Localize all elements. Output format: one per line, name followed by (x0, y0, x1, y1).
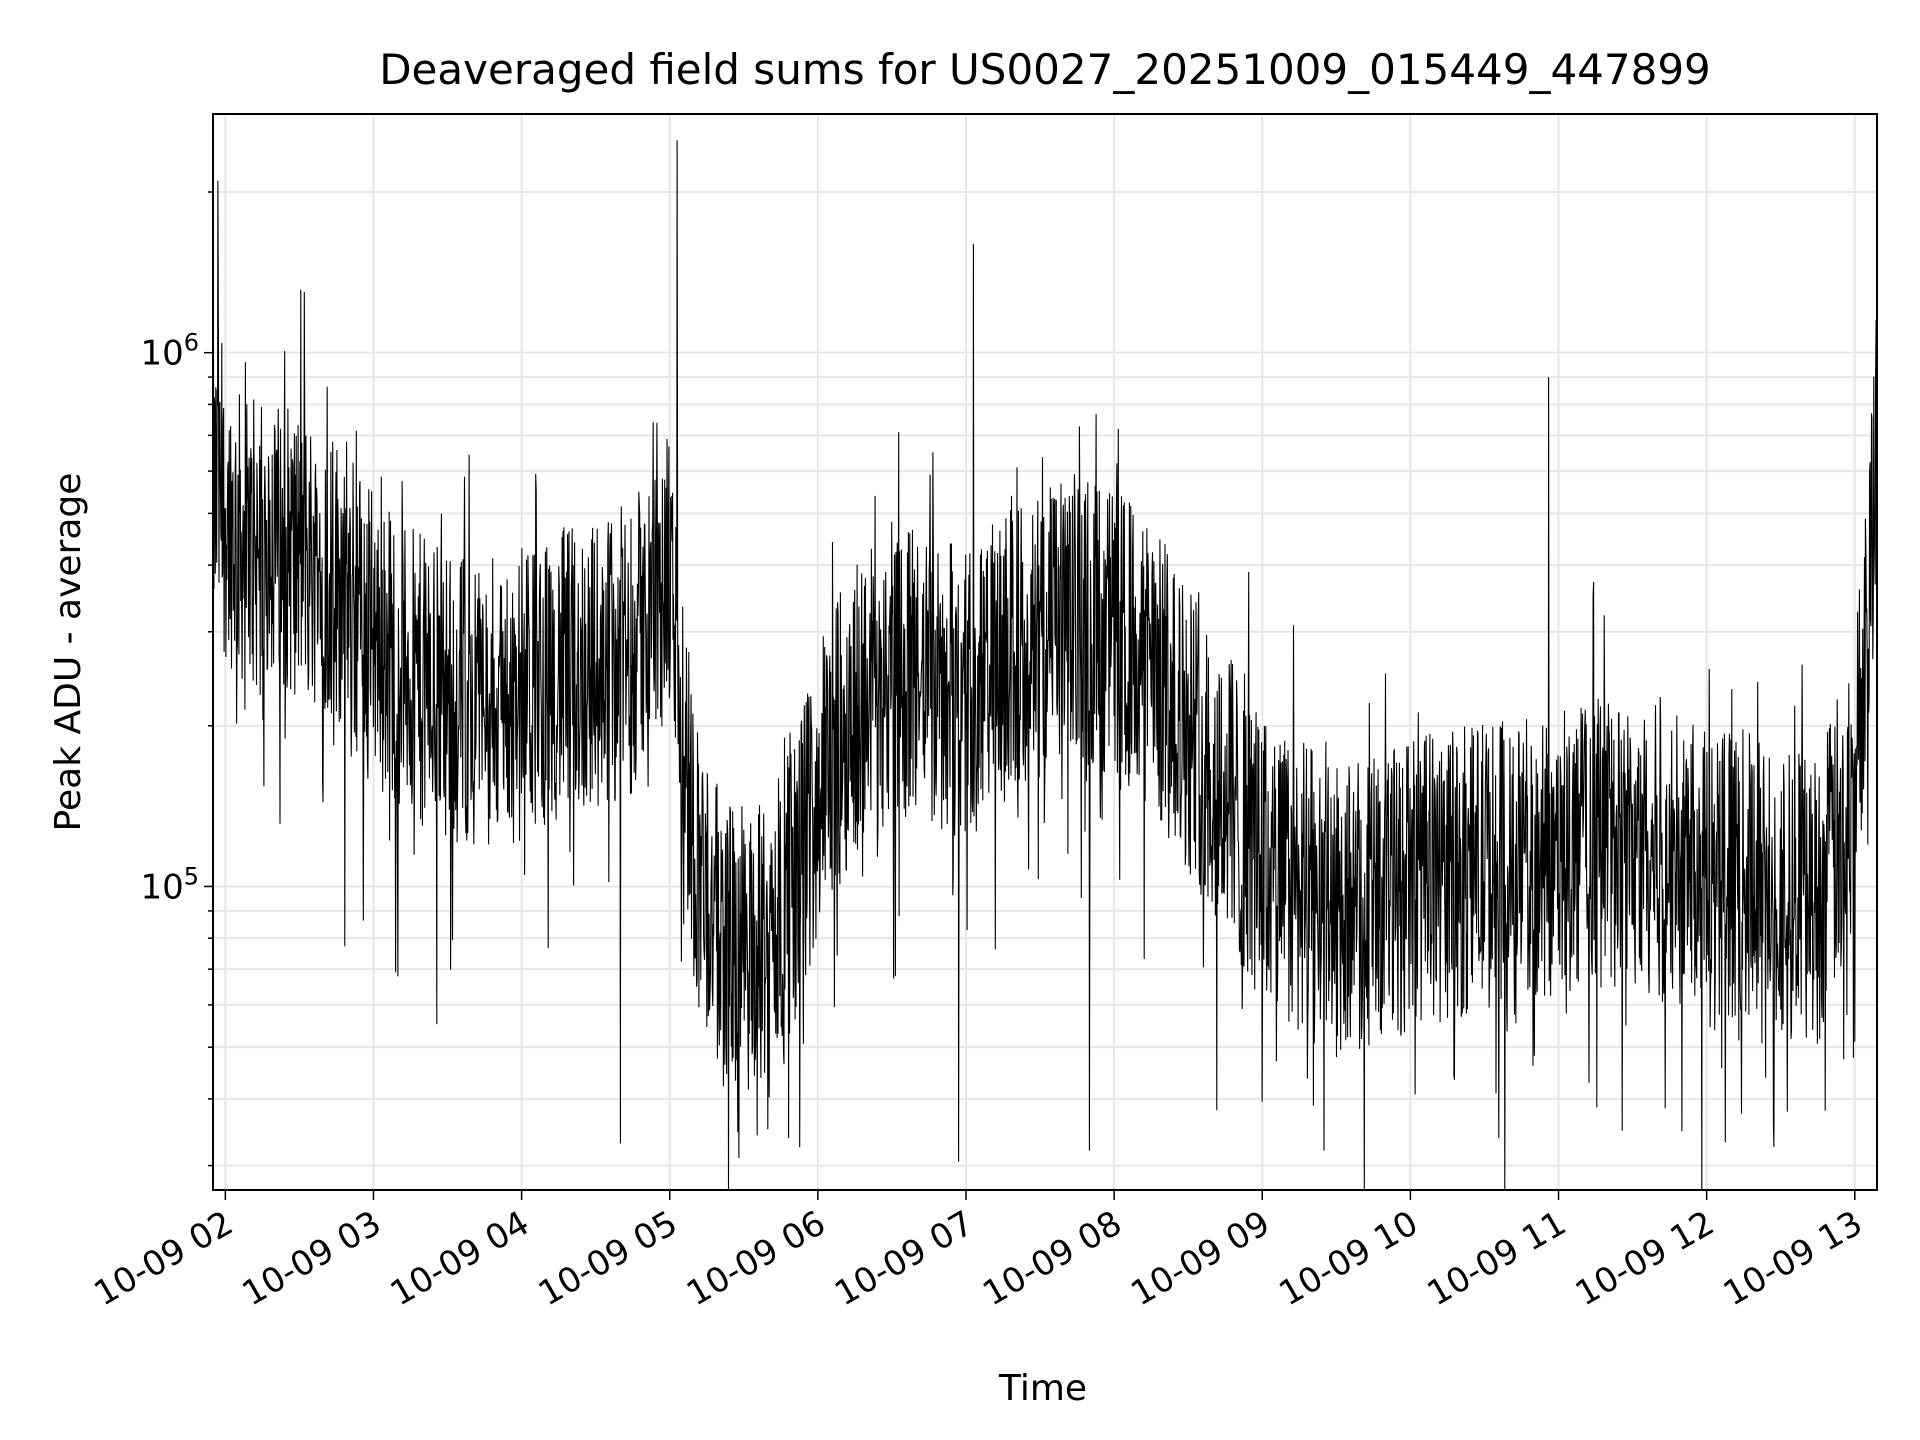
plot-frame (212, 113, 1878, 1191)
series-line (212, 140, 1878, 1191)
x-tick-label: 10-09 08 (976, 1203, 1128, 1314)
y-tick-label: 106 (140, 329, 199, 374)
x-tick-label: 10-09 09 (1124, 1203, 1276, 1314)
x-tick-label: 10-09 04 (384, 1203, 536, 1314)
x-tick-label: 10-09 07 (828, 1203, 980, 1314)
chart-title: Deaveraged field sums for US0027_2025100… (379, 45, 1711, 94)
y-axis: 105 106 (140, 191, 213, 1167)
y-tick-label: 105 (140, 862, 199, 907)
series-group (212, 140, 1878, 1191)
x-tick-label: 10-09 06 (680, 1203, 832, 1314)
x-axis-label: Time (998, 1368, 1087, 1409)
x-tick-label: 10-09 10 (1272, 1203, 1424, 1314)
x-tick-label: 10-09 13 (1717, 1203, 1869, 1314)
y-axis-label: Peak ADU - average (48, 473, 89, 832)
x-tick-label: 10-09 11 (1421, 1203, 1573, 1314)
x-tick-label: 10-09 12 (1569, 1203, 1721, 1314)
x-tick-label: 10-09 03 (236, 1203, 388, 1314)
x-tick-label: 10-09 05 (532, 1203, 684, 1314)
x-tick-label: 10-09 02 (87, 1203, 239, 1314)
